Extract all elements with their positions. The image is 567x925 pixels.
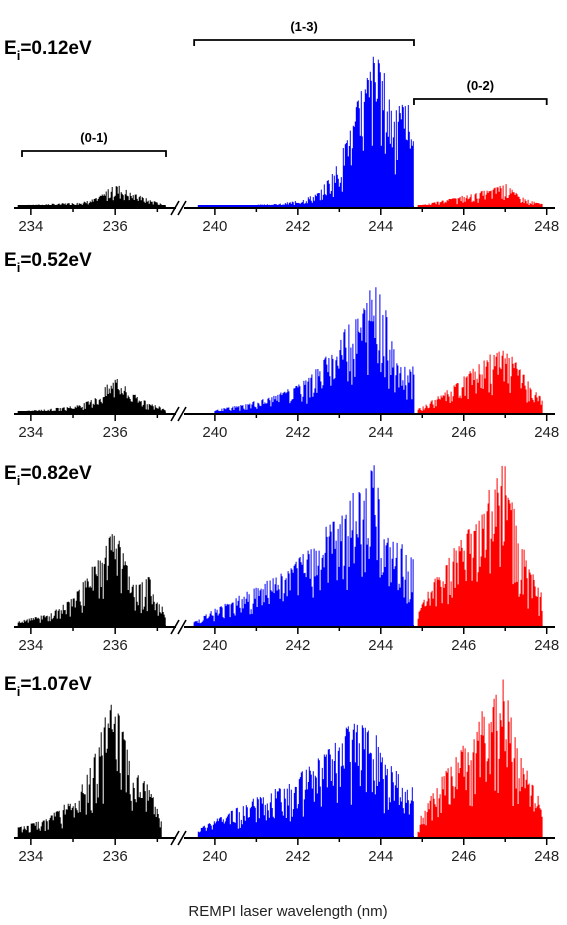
x-tick-label: 240 <box>202 637 227 654</box>
axis-break-marks <box>170 830 187 846</box>
spectrum-lines <box>417 679 543 837</box>
band-group-label: (1-3) <box>290 19 317 34</box>
energy-label: Ei=0.52eV <box>4 250 92 275</box>
axis-break-mark <box>177 200 187 216</box>
x-tick-label: 244 <box>368 848 393 865</box>
x-tick-label: 246 <box>451 848 476 865</box>
spectrum-0-1 <box>17 534 166 626</box>
spectrum-lines <box>417 465 543 626</box>
spectrum-0-1 <box>17 704 162 837</box>
x-ticks <box>30 414 548 421</box>
x-tick-label: 236 <box>103 848 128 865</box>
axis-break-mark <box>170 619 180 635</box>
bracket-1-3 <box>193 39 415 46</box>
bracket-line <box>193 39 415 46</box>
x-tick-label: 246 <box>451 424 476 441</box>
spectrum-0-1 <box>17 379 166 413</box>
spectrum-lines <box>17 185 166 207</box>
panel-1: Ei=0.12eV 234 236 240 242 244 246 248 <box>4 38 559 235</box>
spectrum-lines <box>17 704 162 837</box>
spectrum-lines <box>193 465 414 626</box>
panel-3: Ei=0.82eV 234 236 240 242 244 246 248 <box>4 463 559 654</box>
x-tick-label: 242 <box>285 637 310 654</box>
band-group-brackets: (0-1) (1-3) (0-2) <box>21 19 548 157</box>
x-tick-label: 248 <box>534 218 559 235</box>
axis-break-marks <box>170 406 187 422</box>
x-ticks <box>30 208 548 215</box>
bracket-line <box>21 150 167 157</box>
spectrum-1-3 <box>193 465 414 626</box>
x-tick-label: 240 <box>202 218 227 235</box>
x-tick-label: 236 <box>103 218 128 235</box>
spectrum-lines <box>197 56 414 207</box>
spectrum-lines <box>417 350 543 413</box>
x-tick-label: 234 <box>18 218 43 235</box>
x-tick-label: 246 <box>451 218 476 235</box>
x-tick-label: 244 <box>368 637 393 654</box>
x-tick-label: 248 <box>534 424 559 441</box>
x-tick-label: 248 <box>534 637 559 654</box>
panel-4: Ei=1.07eV 234 236 240 242 244 246 248 <box>4 674 559 865</box>
x-tick-label: 242 <box>285 218 310 235</box>
axis-break-mark <box>170 830 180 846</box>
spectrum-0-2 <box>417 465 543 626</box>
band-group-label: (0-2) <box>467 78 494 93</box>
spectrum-lines <box>17 379 166 413</box>
axis-break-mark <box>170 406 180 422</box>
axis-break-marks <box>170 619 187 635</box>
spectrum-0-2 <box>417 184 543 207</box>
spectrum-1-3 <box>197 56 414 207</box>
x-tick-label: 234 <box>18 637 43 654</box>
spectrum-0-1 <box>17 185 166 207</box>
x-ticks <box>30 838 548 845</box>
band-group-label: (0-1) <box>80 130 107 145</box>
spectrum-1-3 <box>214 287 415 413</box>
x-ticks <box>30 627 548 634</box>
axis-break-marks <box>170 200 187 216</box>
spectrum-lines <box>197 723 414 837</box>
x-tick-label: 242 <box>285 424 310 441</box>
axis-break-mark <box>177 619 187 635</box>
energy-label: Ei=1.07eV <box>4 674 92 699</box>
x-tick-label: 240 <box>202 424 227 441</box>
x-tick-label: 242 <box>285 848 310 865</box>
spectrum-0-2 <box>417 350 543 413</box>
bracket-0-1 <box>21 150 167 157</box>
x-tick-label: 240 <box>202 848 227 865</box>
x-tick-label: 244 <box>368 218 393 235</box>
axis-break-mark <box>170 200 180 216</box>
spectrum-lines <box>17 534 166 626</box>
axis-break-mark <box>177 830 187 846</box>
panels-group: Ei=0.12eV 234 236 240 242 244 246 248 Ei=0.52eV 2… <box>4 38 559 865</box>
energy-label: Ei=0.12eV <box>4 38 92 63</box>
x-tick-label: 244 <box>368 424 393 441</box>
x-tick-label: 246 <box>451 637 476 654</box>
bracket-0-2 <box>413 98 548 105</box>
spectrum-lines <box>417 184 543 207</box>
spectrum-1-3 <box>197 723 414 837</box>
panel-2: Ei=0.52eV 234 236 240 242 244 246 248 <box>4 250 559 441</box>
x-tick-label: 248 <box>534 848 559 865</box>
spectrum-0-2 <box>417 679 543 837</box>
bracket-line <box>413 98 548 105</box>
energy-label: Ei=0.82eV <box>4 463 92 488</box>
x-tick-label: 236 <box>103 637 128 654</box>
axis-break-mark <box>177 406 187 422</box>
spectrum-lines <box>214 287 415 413</box>
x-tick-label: 236 <box>103 424 128 441</box>
x-tick-label: 234 <box>18 424 43 441</box>
x-tick-label: 234 <box>18 848 43 865</box>
x-axis-title: REMPI laser wavelength (nm) <box>188 903 387 920</box>
